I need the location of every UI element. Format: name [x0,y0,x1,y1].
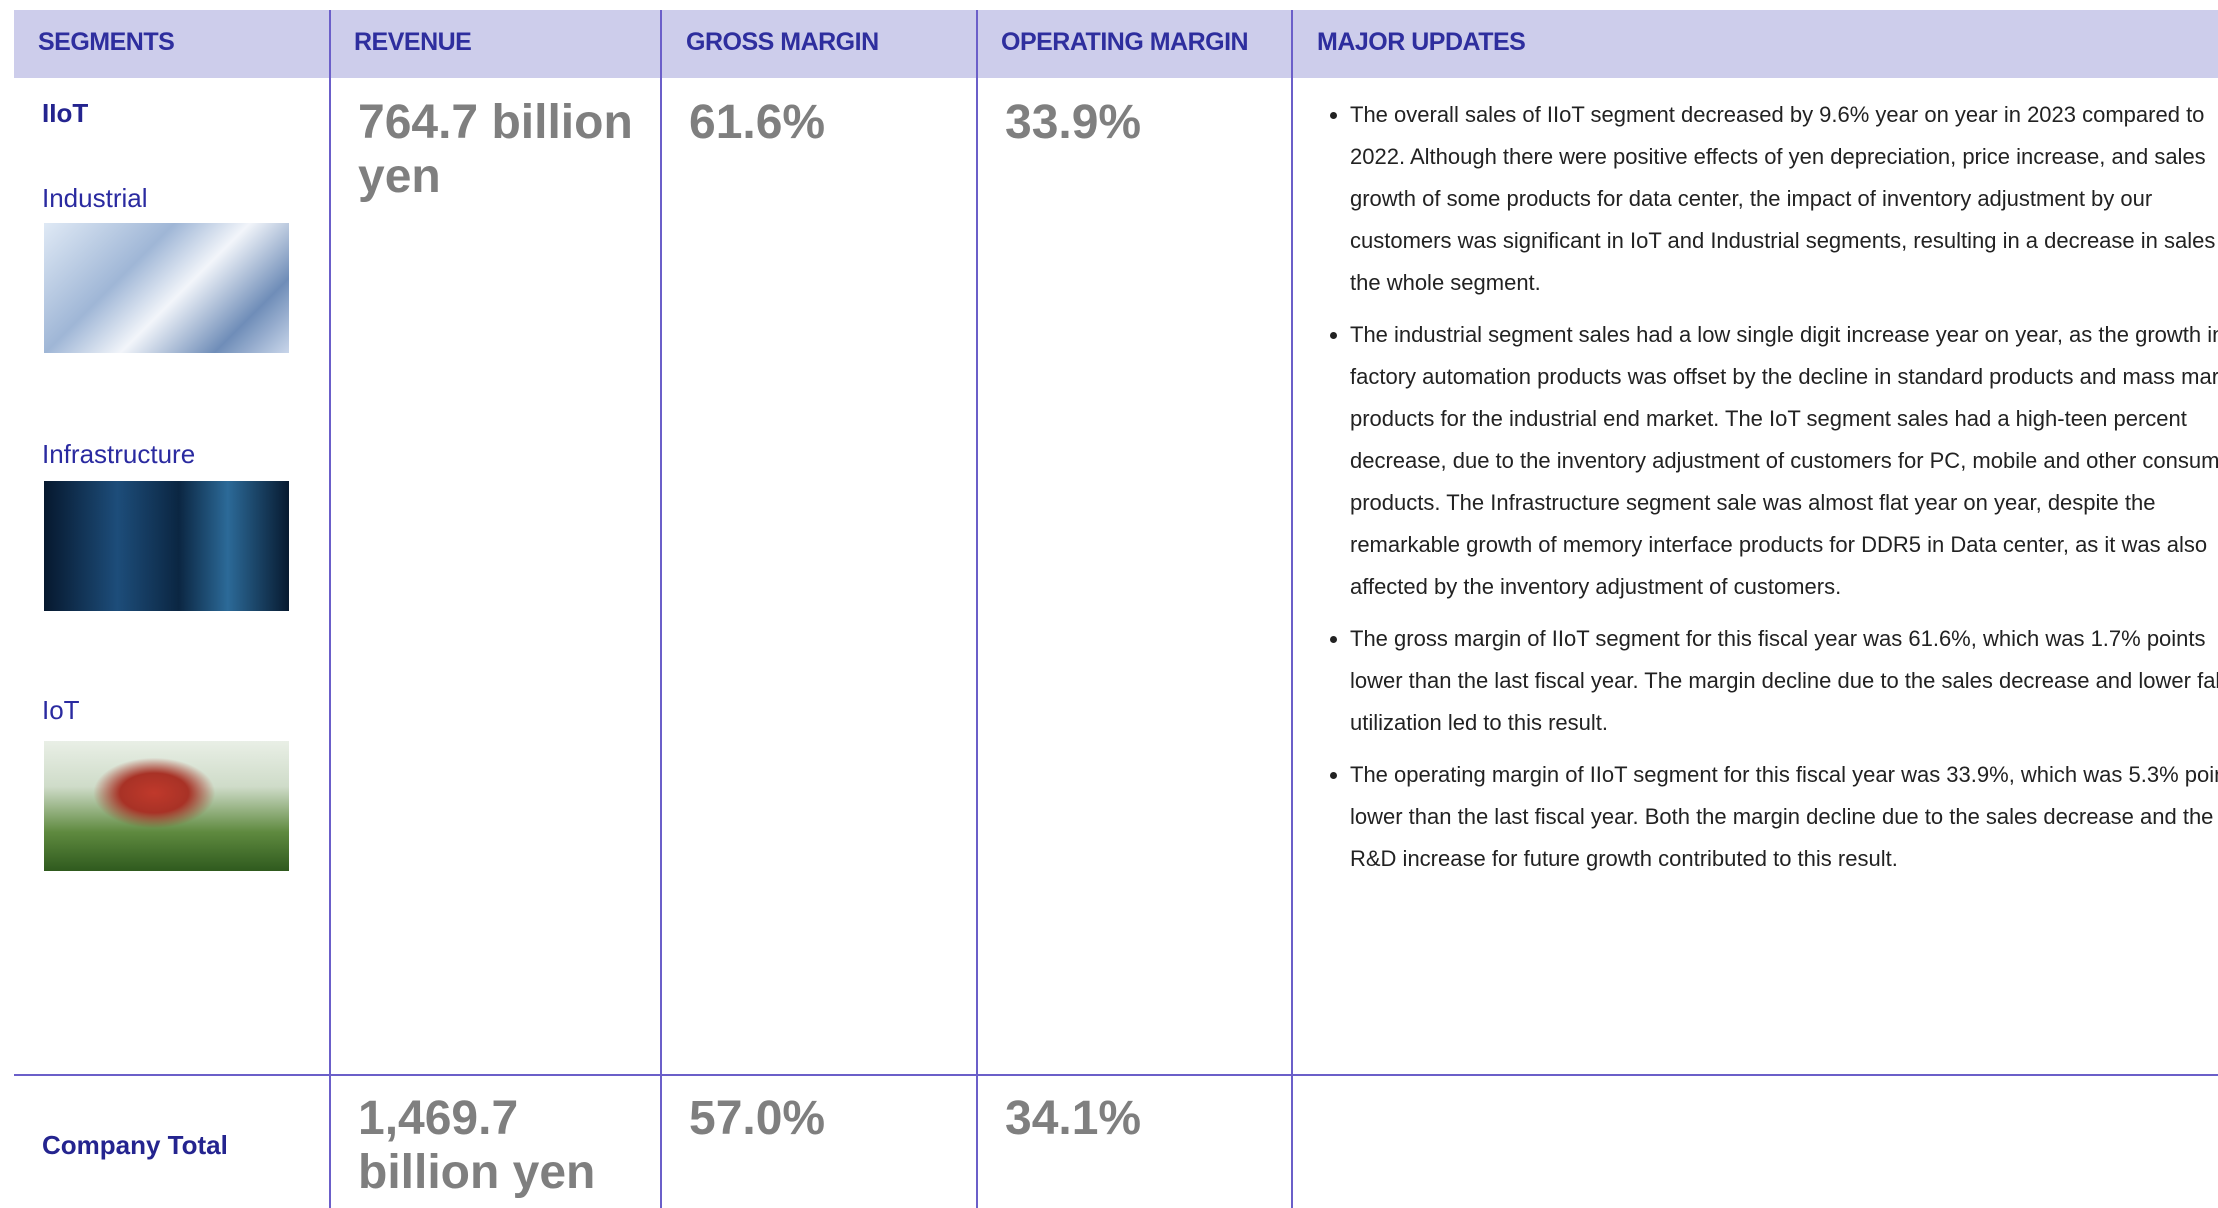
header: GROSS MARGIN [686,28,879,56]
header: REVENUE [354,28,472,56]
segment-name: IIoT [42,98,89,128]
operating-margin: 33.9% [1005,96,1142,149]
row-divider [14,1074,2218,1076]
update-item: The industrial segment sales had a low s… [1350,314,2218,608]
header: SEGMENTS [38,28,175,56]
header: OPERATING MARGIN [1001,28,1249,56]
gross-margin: 61.6% [689,96,826,149]
update-item: The overall sales of IIoT segment decrea… [1350,94,2218,304]
column-divider [660,10,662,1208]
column-divider [329,10,331,1208]
column-divider [1291,10,1293,1208]
infrastructure-photo [44,481,289,611]
major-updates: The overall sales of IIoT segment decrea… [1300,94,2218,890]
segment-name: Company Total [42,1130,228,1160]
iot-photo [44,741,289,871]
subsegment: Industrial [42,183,148,213]
subsegment: Infrastructure [42,439,196,469]
industrial-photo [44,223,289,353]
operating-margin: 34.1% [1005,1092,1142,1145]
header-band [14,10,2218,78]
revenue: 764.7 billion yen [358,96,633,203]
update-item: The operating margin of IIoT segment for… [1350,754,2218,880]
subsegment: IoT [42,695,80,725]
update-item: The gross margin of IIoT segment for thi… [1350,618,2218,744]
gross-margin: 57.0% [689,1092,826,1145]
column-divider [976,10,978,1208]
header: MAJOR UPDATES [1317,28,1526,56]
revenue: 1,469.7 billion yen [358,1092,596,1199]
